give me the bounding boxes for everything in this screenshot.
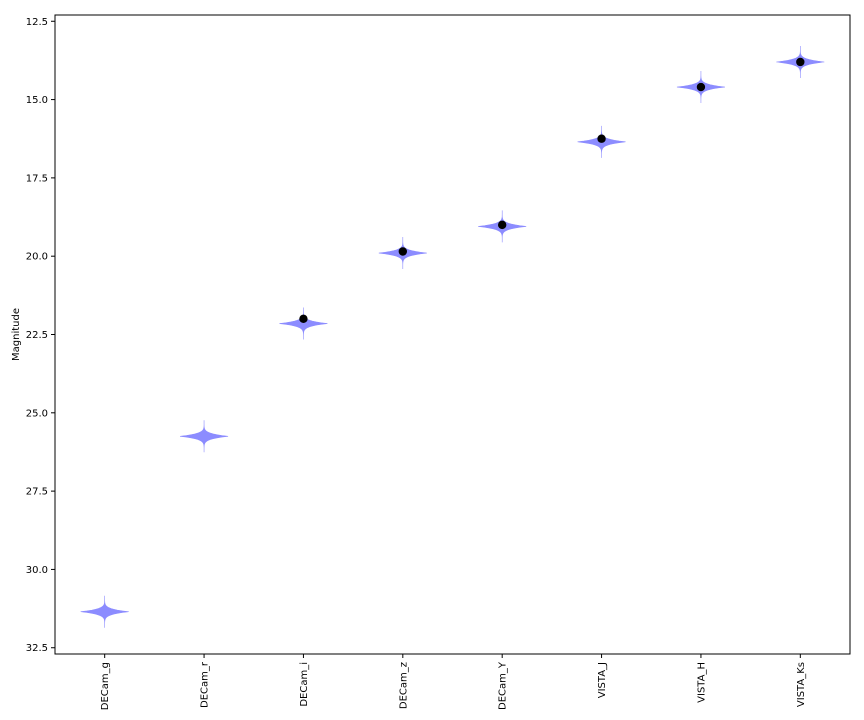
y-tick-label: 12.5: [26, 17, 48, 28]
point-VISTA_Ks: [796, 57, 805, 67]
y-tick-label: 20.0: [26, 252, 48, 263]
point-DECam_i: [299, 314, 308, 324]
x-tick-label: DECam_g: [100, 662, 111, 710]
points-layer: [299, 57, 805, 324]
x-axis: DECam_g DECam_r DECam_i DECam_z DECam_Y VISTA…: [100, 654, 807, 710]
y-tick-label: 32.5: [26, 643, 48, 654]
x-tick-label: DECam_Y: [498, 661, 509, 710]
violin-DECam_g: [80, 595, 129, 628]
y-axis-label: Magnitude: [11, 308, 22, 361]
violin-DECam_i: [279, 307, 328, 340]
x-tick-label: VISTA_Ks: [796, 662, 807, 707]
y-tick-label: 25.0: [26, 408, 48, 419]
x-tick-label: DECam_r: [200, 661, 211, 708]
violins-layer: [80, 45, 825, 628]
x-tick-label: DECam_z: [398, 662, 409, 709]
y-tick-label: 27.5: [26, 487, 48, 498]
point-DECam_Y: [497, 220, 507, 230]
y-tick-label: 17.5: [26, 173, 48, 184]
x-tick-label: DECam_i: [299, 662, 310, 707]
y-axis: 12.5 15.0 17.5 20.0 22.5 25.0 27.5 30.0 32.5: [26, 17, 55, 654]
y-tick-label: 15.0: [26, 95, 48, 106]
point-DECam_z: [398, 247, 408, 256]
x-tick-label: VISTA_J: [597, 662, 608, 698]
plot-frame: [54, 14, 851, 655]
point-VISTA_H: [696, 82, 706, 92]
x-tick-label: VISTA_H: [696, 662, 707, 703]
point-VISTA_J: [597, 134, 606, 143]
violin-DECam_r: [180, 420, 229, 453]
y-tick-label: 22.5: [26, 330, 48, 341]
y-tick-label: 30.0: [26, 565, 48, 576]
